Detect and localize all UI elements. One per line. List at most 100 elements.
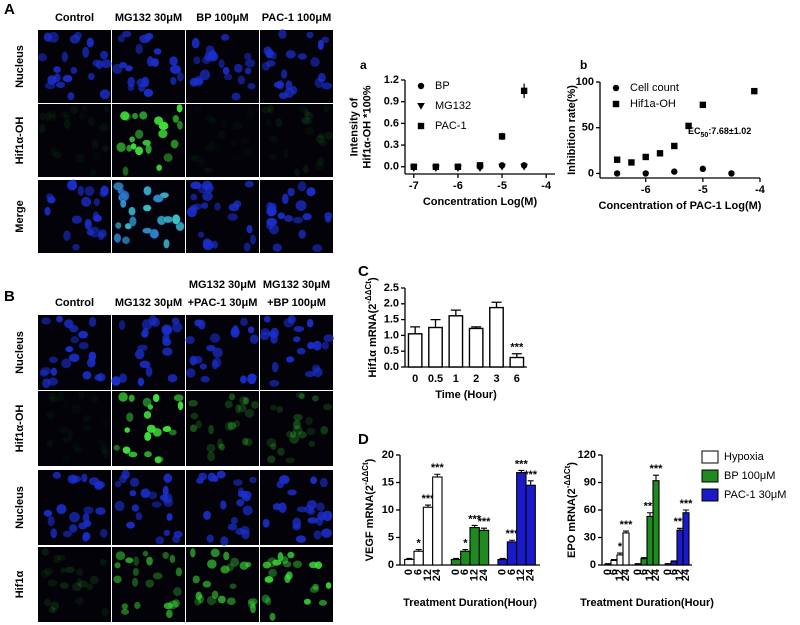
stain xyxy=(277,447,285,456)
bar xyxy=(646,515,654,566)
nucleus xyxy=(99,528,108,538)
stain xyxy=(170,139,179,149)
stain xyxy=(239,396,248,405)
nucleus xyxy=(96,372,106,382)
legend-label: PAC-1 xyxy=(435,120,467,132)
stain xyxy=(104,105,110,113)
nucleus xyxy=(191,37,200,49)
stain xyxy=(270,404,277,411)
stain xyxy=(195,591,202,600)
error-bar xyxy=(491,301,502,308)
nucleus xyxy=(69,179,77,190)
nucleus xyxy=(321,82,333,90)
stain xyxy=(168,429,177,436)
error-bar xyxy=(410,326,421,334)
nucleus xyxy=(267,330,277,338)
nucleus xyxy=(222,66,230,75)
significance: *** xyxy=(510,342,524,354)
y-tick-label: 90 xyxy=(584,476,596,488)
nucleus xyxy=(47,75,57,85)
legend-label: Hypoxia xyxy=(724,451,765,463)
stain xyxy=(114,233,121,243)
stain xyxy=(304,111,314,120)
stain xyxy=(91,139,99,150)
nucleus xyxy=(122,30,132,38)
x-tick-label: 12 xyxy=(614,569,626,581)
nucleus xyxy=(220,34,230,41)
point xyxy=(628,159,635,166)
stain xyxy=(217,595,226,604)
y-axis-label: Hif1α-OH *100% xyxy=(361,85,373,168)
nucleus xyxy=(247,326,255,334)
x-tick-label: 0 xyxy=(632,569,644,575)
error-bar xyxy=(406,557,413,560)
stain xyxy=(120,111,130,121)
nucleus xyxy=(145,366,153,377)
nucleus xyxy=(212,347,223,358)
x-tick-label: 6 xyxy=(413,569,425,575)
significance: *** xyxy=(650,463,664,475)
stain xyxy=(261,594,270,604)
nucleus xyxy=(235,528,245,535)
nucleus xyxy=(269,379,280,387)
nucleus xyxy=(200,376,210,383)
nucleus xyxy=(114,500,125,512)
point xyxy=(642,153,649,161)
stain xyxy=(142,397,152,407)
x-tick-label: 3 xyxy=(493,373,499,385)
x-tick-label: 0 xyxy=(497,569,509,575)
column-label: Control xyxy=(55,297,94,309)
nucleus xyxy=(190,181,202,190)
panel-letter: b xyxy=(580,58,587,72)
x-tick-label: -6 xyxy=(641,184,651,196)
stain xyxy=(173,394,184,402)
bar xyxy=(428,326,443,368)
nucleus xyxy=(199,363,207,370)
nucleus xyxy=(121,469,130,480)
y-tick-label: 0 xyxy=(388,559,394,571)
legend-label: MG132 xyxy=(435,100,471,112)
nucleus xyxy=(37,53,47,62)
bar xyxy=(413,550,424,566)
nucleus xyxy=(101,59,112,69)
stain xyxy=(285,571,293,580)
x-tick-label: 6 xyxy=(638,569,650,575)
nucleus xyxy=(95,507,106,515)
stain xyxy=(312,583,319,591)
nucleus xyxy=(296,506,308,513)
nucleus xyxy=(147,56,154,67)
stain xyxy=(306,427,316,436)
stain xyxy=(221,118,227,127)
stain xyxy=(44,598,51,607)
nucleus xyxy=(169,56,178,66)
stain xyxy=(46,439,54,448)
error-bar xyxy=(462,549,469,552)
stain xyxy=(46,410,55,419)
stain xyxy=(100,444,109,454)
stain xyxy=(228,393,236,401)
stain xyxy=(245,111,254,119)
y-axis-label: EPO mRNA(2-ΔΔCt) xyxy=(563,462,578,558)
legend-label: BP xyxy=(435,80,450,92)
point xyxy=(671,142,678,150)
stain xyxy=(75,568,84,577)
nucleus xyxy=(81,473,88,483)
stain xyxy=(59,582,69,590)
nucleus xyxy=(262,518,270,528)
column-label: Control xyxy=(55,12,94,24)
error-bar xyxy=(509,539,515,542)
y-tick-label: 2.0 xyxy=(384,298,399,310)
stain xyxy=(144,451,152,458)
nucleus xyxy=(216,470,226,479)
stain xyxy=(113,575,122,584)
stain xyxy=(152,572,163,580)
stain xyxy=(90,168,97,177)
nucleus xyxy=(244,180,254,188)
nucleus xyxy=(297,181,307,192)
y-axis-label-part: Hif1α mRNA(2 xyxy=(367,304,379,378)
nucleus xyxy=(205,45,215,55)
point xyxy=(520,87,528,95)
nucleus xyxy=(129,490,137,497)
stain xyxy=(115,222,122,229)
nucleus xyxy=(67,92,75,101)
